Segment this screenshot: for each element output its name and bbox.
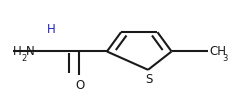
Text: 2: 2 xyxy=(22,54,27,63)
Text: N: N xyxy=(25,45,34,58)
Text: O: O xyxy=(75,79,85,92)
Text: 3: 3 xyxy=(223,54,228,63)
Text: H: H xyxy=(47,23,56,36)
Text: H: H xyxy=(13,45,22,58)
Text: CH: CH xyxy=(209,45,226,58)
Text: S: S xyxy=(145,73,153,86)
